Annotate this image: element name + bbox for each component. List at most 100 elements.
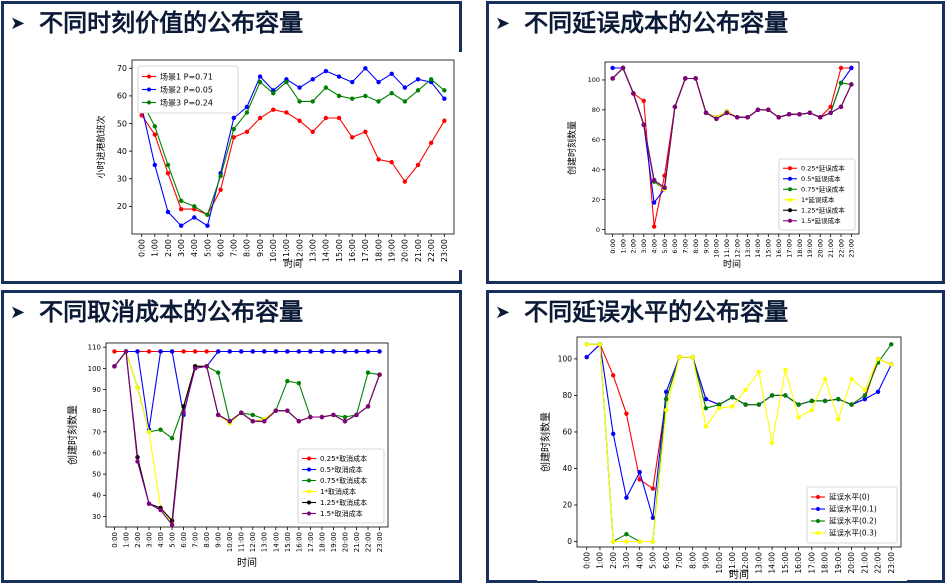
y-tick-label: 60	[117, 92, 127, 101]
data-point	[415, 88, 421, 93]
data-point	[651, 200, 657, 205]
data-point	[641, 98, 646, 104]
legend-label: 0.5*延误成本	[801, 174, 841, 183]
y-axis-label: 创建时刻数量	[539, 412, 552, 472]
x-tick-label: 13:00	[754, 552, 763, 574]
data-point	[257, 79, 263, 85]
legend-label: 0.25*延误成本	[801, 164, 845, 173]
arrow-bullet-icon: ➤	[495, 13, 511, 34]
x-tick-label: 5:00	[203, 239, 212, 257]
legend-marker	[788, 218, 792, 223]
data-point	[354, 412, 359, 418]
data-point	[637, 477, 642, 482]
data-point	[743, 402, 748, 407]
data-point	[227, 419, 232, 424]
x-tick-label: 14:00	[768, 552, 777, 574]
x-tick-label: 16:00	[295, 532, 303, 552]
legend-label: 1.5*取消成本	[320, 509, 363, 518]
data-point	[296, 380, 302, 386]
data-point	[796, 402, 801, 407]
data-point	[192, 215, 197, 220]
data-point	[730, 404, 735, 409]
arrow-bullet-icon: ➤	[495, 302, 511, 323]
legend-box	[297, 448, 385, 524]
legend-marker	[816, 507, 820, 511]
y-tick-label: 40	[562, 464, 572, 473]
data-point	[204, 349, 209, 354]
legend-marker	[307, 467, 311, 472]
legend-label: 1*延误成本	[801, 195, 835, 204]
x-tick-label: 14:00	[322, 239, 331, 262]
x-tick-label: 15:00	[765, 239, 773, 258]
data-point	[169, 349, 175, 354]
data-point	[146, 501, 152, 506]
data-point	[350, 96, 355, 101]
y-tick-label: 100	[588, 76, 600, 84]
data-point	[584, 354, 589, 360]
legend-marker	[147, 100, 151, 105]
x-tick-label: 23:00	[440, 239, 449, 262]
legend-marker	[788, 176, 792, 181]
x-tick-label: 5:00	[661, 239, 669, 254]
x-tick-label: 1:00	[596, 552, 605, 569]
data-point	[663, 389, 669, 394]
plot-frame	[105, 342, 389, 528]
data-point	[285, 378, 290, 384]
data-point	[146, 429, 152, 435]
legend-marker	[147, 87, 151, 92]
legend-label: 延误水平(0)	[829, 492, 870, 502]
data-point	[152, 132, 158, 137]
data-point	[690, 354, 695, 360]
x-tick-label: 3:00	[622, 552, 631, 569]
data-point	[231, 135, 236, 140]
y-tick-label: 80	[92, 407, 101, 415]
legend-label: 1.5*延误成本	[801, 216, 841, 225]
data-point	[672, 104, 678, 110]
data-point	[786, 112, 792, 117]
y-tick-label: 50	[92, 471, 101, 479]
x-tick-label: 8:00	[243, 239, 252, 257]
data-point	[205, 212, 210, 217]
y-axis-label: 小时进港航班次	[95, 115, 107, 178]
legend-marker	[147, 74, 151, 79]
data-point	[703, 110, 709, 116]
data-point	[663, 396, 669, 402]
data-point	[257, 115, 263, 121]
series-line	[141, 67, 445, 227]
data-point	[584, 342, 589, 347]
data-point	[363, 93, 368, 99]
y-tick-label: 20	[117, 202, 127, 211]
x-tick-label: 20:00	[341, 532, 349, 552]
panel-title-text: 不同取消成本的公布容量	[39, 298, 304, 326]
data-point	[244, 104, 250, 110]
data-point	[402, 85, 408, 90]
data-point	[273, 408, 279, 413]
data-point	[297, 118, 302, 123]
data-point	[158, 507, 163, 513]
data-point	[610, 76, 615, 81]
data-point	[271, 107, 276, 112]
chart-time-value: 20 30 40 50 60 70 0:00 1:00 2:00 3:00 4:00 5:00 6:00…	[92, 52, 462, 270]
x-tick-label: 9:00	[702, 552, 711, 569]
x-tick-label: 17:00	[785, 239, 793, 258]
x-tick-label: 13:00	[744, 239, 752, 258]
data-point	[610, 65, 615, 71]
data-point	[342, 349, 348, 354]
x-tick-label: 12:00	[741, 552, 750, 574]
data-point	[146, 349, 152, 354]
data-point	[231, 126, 236, 132]
data-point	[650, 515, 656, 520]
x-tick-label: 9:00	[256, 239, 265, 257]
data-point	[797, 112, 802, 117]
data-point	[152, 124, 158, 129]
data-point	[631, 91, 636, 96]
data-point	[714, 116, 719, 122]
legend-marker	[307, 500, 311, 505]
data-point	[342, 414, 348, 420]
data-point	[849, 65, 854, 71]
data-point	[442, 96, 447, 101]
y-tick-label: 40	[92, 492, 101, 500]
data-point	[376, 99, 381, 104]
x-tick-label: 12:00	[249, 532, 257, 552]
data-point	[169, 522, 175, 528]
